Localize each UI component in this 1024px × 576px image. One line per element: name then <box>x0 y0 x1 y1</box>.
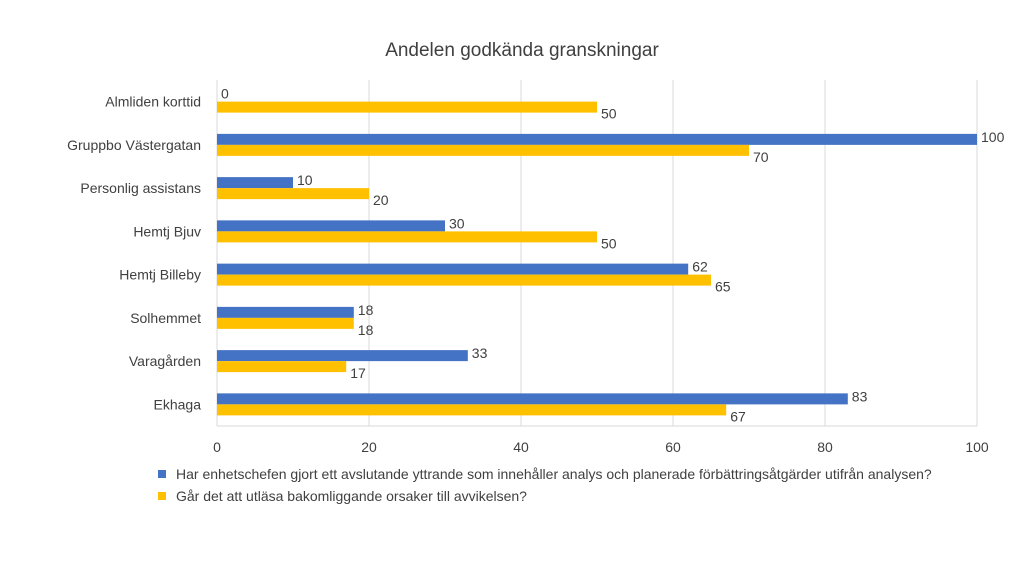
legend-item-series-1: Har enhetschefen gjort ett avslutande yt… <box>158 464 978 484</box>
data-label-series-2-3: 50 <box>601 235 617 251</box>
category-label-5: Solhemmet <box>130 310 201 326</box>
category-label-2: Personlig assistans <box>80 180 201 196</box>
category-label-6: Varagården <box>129 353 201 369</box>
data-label-series-2-5: 18 <box>358 322 374 338</box>
legend: Har enhetschefen gjort ett avslutande yt… <box>158 464 978 508</box>
legend-swatch-series-2 <box>158 492 166 500</box>
x-tick-label-0: 0 <box>213 439 221 455</box>
data-label-series-2-0: 50 <box>601 106 617 122</box>
data-label-series-1-6: 33 <box>472 345 488 361</box>
bar-series-1-5 <box>217 306 354 318</box>
bar-series-1-3 <box>217 220 445 232</box>
data-label-series-1-5: 18 <box>358 302 374 318</box>
legend-label-series-1: Har enhetschefen gjort ett avslutande yt… <box>176 466 932 482</box>
data-label-series-2-4: 65 <box>715 279 731 295</box>
category-label-1: Gruppbo Västergatan <box>67 137 201 153</box>
bar-series-2-0 <box>217 101 597 113</box>
data-label-series-2-1: 70 <box>753 149 769 165</box>
chart-title: Andelen godkända granskningar <box>385 40 659 61</box>
x-tick-label-20: 20 <box>361 439 377 455</box>
legend-item-series-2: Går det att utläsa bakomliggande orsaker… <box>158 486 978 506</box>
bar-series-2-4 <box>217 274 711 286</box>
data-label-series-1-7: 83 <box>852 388 868 404</box>
bar-series-2-1 <box>217 144 749 156</box>
x-tick-label-100: 100 <box>965 439 989 455</box>
data-label-series-1-0: 0 <box>221 86 229 102</box>
bar-series-1-7 <box>217 393 848 405</box>
data-label-series-2-7: 67 <box>730 408 746 424</box>
data-label-series-2-2: 20 <box>373 192 389 208</box>
bar-series-2-7 <box>217 404 727 416</box>
legend-label-series-2: Går det att utläsa bakomliggande orsaker… <box>176 488 527 504</box>
data-label-series-1-4: 62 <box>692 259 708 275</box>
category-label-3: Hemtj Bjuv <box>133 223 201 239</box>
legend-swatch-series-1 <box>158 470 166 478</box>
category-label-7: Ekhaga <box>154 396 202 412</box>
x-tick-label-40: 40 <box>513 439 529 455</box>
bar-series-1-4 <box>217 263 689 275</box>
category-label-4: Hemtj Billeby <box>119 267 201 283</box>
bar-series-2-5 <box>217 317 354 329</box>
bar-series-2-2 <box>217 188 369 200</box>
bar-series-1-6 <box>217 350 468 362</box>
category-label-0: Almliden korttid <box>105 94 201 110</box>
bar-series-1-2 <box>217 177 293 189</box>
bar-series-2-6 <box>217 361 347 373</box>
x-tick-label-60: 60 <box>665 439 681 455</box>
bar-series-1-1 <box>217 133 977 145</box>
data-label-series-1-1: 100 <box>981 129 1005 145</box>
data-label-series-1-2: 10 <box>297 172 313 188</box>
data-label-series-1-3: 30 <box>449 215 465 231</box>
data-label-series-2-6: 17 <box>350 365 366 381</box>
x-tick-label-80: 80 <box>817 439 833 455</box>
bar-series-2-3 <box>217 231 597 243</box>
